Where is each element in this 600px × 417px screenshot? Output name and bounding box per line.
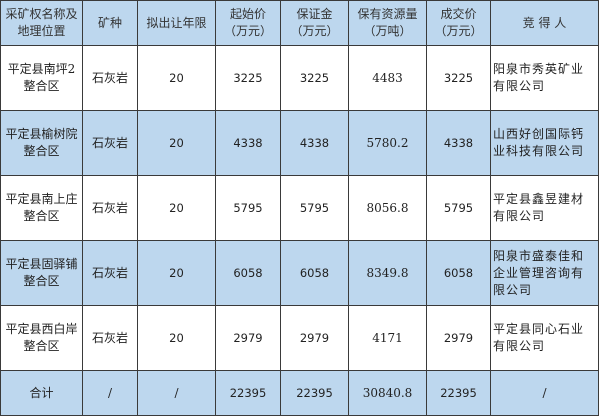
cell-name: 平定县西白岸 整合区 [0,305,83,371]
cell-years: 20 [137,110,216,176]
cell-reserves: 8349.8 [348,240,427,306]
cell-deal-price: 3225 [426,45,491,111]
header-row: 采矿权名称及 地理位置 矿种 拟出让年限 起始价（万元） 保证金（万元） 保有资源… [0,0,599,46]
header-deal-price: 成交价（万元） [426,0,491,46]
cell-start-price: 4338 [215,110,281,176]
cell-years: 20 [137,305,216,371]
cell-start-price: 2979 [215,305,281,371]
header-winner: 竞 得 人 [490,0,599,46]
cell-deposit: 2979 [280,305,349,371]
cell-years: 20 [137,175,216,241]
cell-deal-price: 6058 [426,240,491,306]
cell-deposit: 5795 [280,175,349,241]
cell-reserves: 5780.2 [348,110,427,176]
cell-deposit: 3225 [280,45,349,111]
cell-deal-price: 5795 [426,175,491,241]
cell-start-price: 6058 [215,240,281,306]
total-deal-price: 22395 [426,370,491,416]
cell-deal-price: 4338 [426,110,491,176]
cell-name: 平定县榆树院 整合区 [0,110,83,176]
header-reserves: 保有资源量 （万吨） [348,0,427,46]
cell-years: 20 [137,45,216,111]
header-years: 拟出让年限 [137,0,216,46]
table-row: 平定县南坪2 整合区 石灰岩 20 3225 3225 4483 3225 阳泉市秀英矿业有限公… [0,45,599,111]
cell-name: 平定县南坪2 整合区 [0,45,83,111]
cell-name: 平定县固驿铺 整合区 [0,240,83,306]
cell-winner: 阳泉市盛泰佳和企业管理咨询有限公司 [490,240,599,306]
total-reserves: 30840.8 [348,370,427,416]
header-name: 采矿权名称及 地理位置 [0,0,83,46]
header-deposit: 保证金（万元） [280,0,349,46]
cell-mineral: 石灰岩 [82,175,138,241]
cell-reserves: 8056.8 [348,175,427,241]
cell-winner: 阳泉市秀英矿业有限公司 [490,45,599,111]
total-start-price: 22395 [215,370,281,416]
cell-name: 平定县南上庄 整合区 [0,175,83,241]
header-start-price: 起始价（万元） [215,0,281,46]
total-years: / [137,370,216,416]
cell-years: 20 [137,240,216,306]
cell-reserves: 4171 [348,305,427,371]
cell-mineral: 石灰岩 [82,305,138,371]
table-row: 平定县南上庄 整合区 石灰岩 20 5795 5795 8056.8 5795 平定县鑫昱建材有… [0,175,599,241]
cell-start-price: 5795 [215,175,281,241]
cell-reserves: 4483 [348,45,427,111]
total-label: 合计 [0,370,83,416]
header-deal-price-label: 成交价（万元） [434,7,483,38]
cell-winner: 山西好创国际钙业科技有限公司 [490,110,599,176]
cell-deposit: 4338 [280,110,349,176]
cell-winner: 平定县同心石业有限公司 [490,305,599,371]
total-winner: / [490,370,599,416]
header-deposit-label: 保证金（万元） [290,7,339,38]
table-row: 平定县榆树院 整合区 石灰岩 20 4338 4338 5780.2 4338 山西好创国际钙业… [0,110,599,176]
table-row: 平定县西白岸 整合区 石灰岩 20 2979 2979 4171 2979 平定县同心石业有限公… [0,305,599,371]
cell-mineral: 石灰岩 [82,240,138,306]
table-row: 平定县固驿铺 整合区 石灰岩 20 6058 6058 8349.8 6058 阳泉市盛泰佳和企… [0,240,599,306]
cell-deposit: 6058 [280,240,349,306]
cell-start-price: 3225 [215,45,281,111]
cell-mineral: 石灰岩 [82,45,138,111]
total-deposit: 22395 [280,370,349,416]
total-row: 合计 / / 22395 22395 30840.8 22395 / [0,370,599,416]
header-mineral: 矿种 [82,0,138,46]
header-start-price-label: 起始价（万元） [223,7,272,38]
cell-winner: 平定县鑫昱建材有限公司 [490,175,599,241]
cell-mineral: 石灰岩 [82,110,138,176]
cell-deal-price: 2979 [426,305,491,371]
total-mineral: / [82,370,138,416]
